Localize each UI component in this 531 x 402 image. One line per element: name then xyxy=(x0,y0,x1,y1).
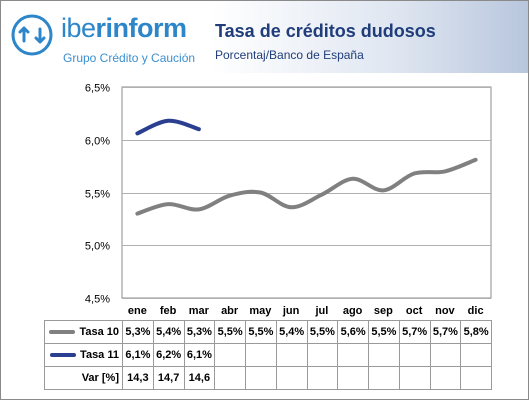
chart-title: Tasa de créditos dudosos xyxy=(215,21,436,41)
table-cell: 5,5% xyxy=(368,320,400,344)
table-cell xyxy=(245,366,277,390)
table-cell: 5,7% xyxy=(429,320,462,344)
y-tick-label: 6,0% xyxy=(85,136,110,148)
y-tick-label: 4,5% xyxy=(85,294,110,306)
table-cell xyxy=(429,366,462,390)
table-cell: 5,3% xyxy=(183,320,216,344)
table-cell xyxy=(337,343,369,367)
table-row: Tasa 10 5,3% 5,4% 5,3% 5,5% 5,5% 5,4% 5,5% 5,6% 5… xyxy=(44,320,492,344)
legend-swatch xyxy=(49,330,76,335)
x-tick-label: ene xyxy=(128,305,147,317)
table-cell xyxy=(368,343,400,367)
table-cell: 5,8% xyxy=(460,320,492,344)
table-cell xyxy=(214,366,246,390)
x-tick-label: may xyxy=(249,305,272,317)
table-cell xyxy=(245,343,277,367)
header: iberinform Grupo Crédito y Caución Tasa … xyxy=(1,1,528,73)
data-table: Tasa 10 5,3% 5,4% 5,3% 5,5% 5,5% 5,4% 5,5% 5,6% 5… xyxy=(44,320,492,390)
table-cell xyxy=(275,366,308,390)
x-tick-label: feb xyxy=(160,305,177,317)
iberinform-logo-icon xyxy=(11,14,53,56)
x-tick-label: nov xyxy=(435,305,455,317)
table-cell xyxy=(214,343,246,367)
chart-subtitle: Porcentaj/Banco de España xyxy=(215,48,364,62)
table-cell: 14,3 xyxy=(122,366,154,390)
table-cell xyxy=(460,343,492,367)
row-label: Var [%] xyxy=(44,366,123,390)
y-tick-label: 5,5% xyxy=(85,189,110,201)
table-cell xyxy=(460,366,492,390)
brand-main: rinform xyxy=(95,13,188,43)
x-tick-label: abr xyxy=(221,305,239,317)
table-cell: 6,1% xyxy=(183,343,216,367)
table-cell xyxy=(306,366,339,390)
row-name: Tasa 10 xyxy=(79,326,119,338)
plot-area xyxy=(121,86,492,299)
row-name: Var [%] xyxy=(81,372,119,384)
table-cell: 5,5% xyxy=(306,320,339,344)
table-cell: 5,6% xyxy=(337,320,369,344)
table-cell xyxy=(429,343,462,367)
table-cell: 5,4% xyxy=(275,320,308,344)
legend-swatch xyxy=(50,353,77,358)
row-label: Tasa 10 xyxy=(44,320,123,344)
table-cell: 5,7% xyxy=(398,320,431,344)
x-tick-label: ago xyxy=(343,305,363,317)
table-cell: 5,4% xyxy=(152,320,185,344)
table-cell xyxy=(368,366,400,390)
row-label: Tasa 11 xyxy=(44,343,123,367)
x-tick-label: mar xyxy=(189,305,210,317)
table-row: Tasa 11 6,1% 6,2% 6,1% xyxy=(44,343,492,367)
table-cell: 14,7 xyxy=(152,366,185,390)
series-line-1 xyxy=(135,157,478,216)
table-cell xyxy=(398,366,431,390)
x-tick-label: oct xyxy=(406,305,423,317)
x-tick-label: dic xyxy=(468,305,484,317)
y-tick-label: 6,5% xyxy=(85,83,110,95)
row-name: Tasa 11 xyxy=(80,349,119,361)
table-cell: 5,5% xyxy=(214,320,246,344)
table-cell: 5,5% xyxy=(245,320,277,344)
table-cell xyxy=(398,343,431,367)
x-tick-label: jun xyxy=(282,305,300,317)
table-row: Var [%] 14,3 14,7 14,6 xyxy=(44,366,492,390)
table-cell xyxy=(275,343,308,367)
x-tick-label: sep xyxy=(374,305,393,317)
table-cell: 6,1% xyxy=(122,343,154,367)
brand-prefix: ibe xyxy=(61,13,96,43)
x-tick-label: jul xyxy=(314,305,328,317)
brand-name: iberinform xyxy=(61,13,187,43)
brand-tagline: Grupo Crédito y Caución xyxy=(63,51,196,65)
table-cell: 6,2% xyxy=(152,343,185,367)
table-cell xyxy=(337,366,369,390)
table-cell xyxy=(306,343,339,367)
table-cell: 5,3% xyxy=(122,320,154,344)
table-cell: 14,6 xyxy=(183,366,216,390)
y-tick-label: 5,0% xyxy=(85,241,110,253)
